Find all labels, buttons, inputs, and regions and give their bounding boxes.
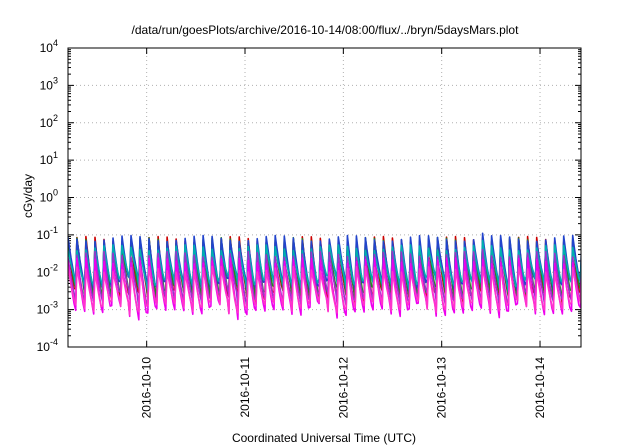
data-series-line	[68, 265, 581, 316]
y-tick-label: 10-1	[37, 225, 58, 242]
plot-area	[67, 47, 582, 348]
y-tick-labels: 10-4 10-3 10-2 10-1 100 101 102 103 104	[37, 38, 58, 354]
y-tick-label: 10-3	[37, 300, 58, 317]
y-tick-label: 104	[40, 38, 58, 55]
x-tick-labels: 2016-10-10 2016-10-11 2016-10-12 2016-10-13…	[140, 357, 547, 419]
y-axis-label: cGy/day	[21, 174, 35, 218]
y-tick-label: 102	[40, 113, 58, 130]
y-tick-label: 101	[40, 150, 58, 167]
x-tick-label: 2016-10-13	[435, 357, 449, 419]
y-tick-label: 100	[40, 188, 58, 205]
y-tick-label: 10-4	[37, 337, 58, 354]
x-tick-label: 2016-10-14	[533, 357, 547, 419]
x-tick-label: 2016-10-10	[140, 357, 154, 419]
x-axis-label: Coordinated Universal Time (UTC)	[232, 431, 416, 445]
y-tick-label: 103	[40, 75, 58, 92]
chart-title: /data/run/goesPlots/archive/2016-10-14/0…	[132, 23, 520, 37]
y-tick-label: 10-2	[37, 262, 58, 279]
plot-frame	[67, 47, 582, 348]
data-series-line	[68, 239, 581, 293]
x-tick-label: 2016-10-11	[238, 357, 252, 418]
x-tick-label: 2016-10-12	[336, 357, 350, 419]
